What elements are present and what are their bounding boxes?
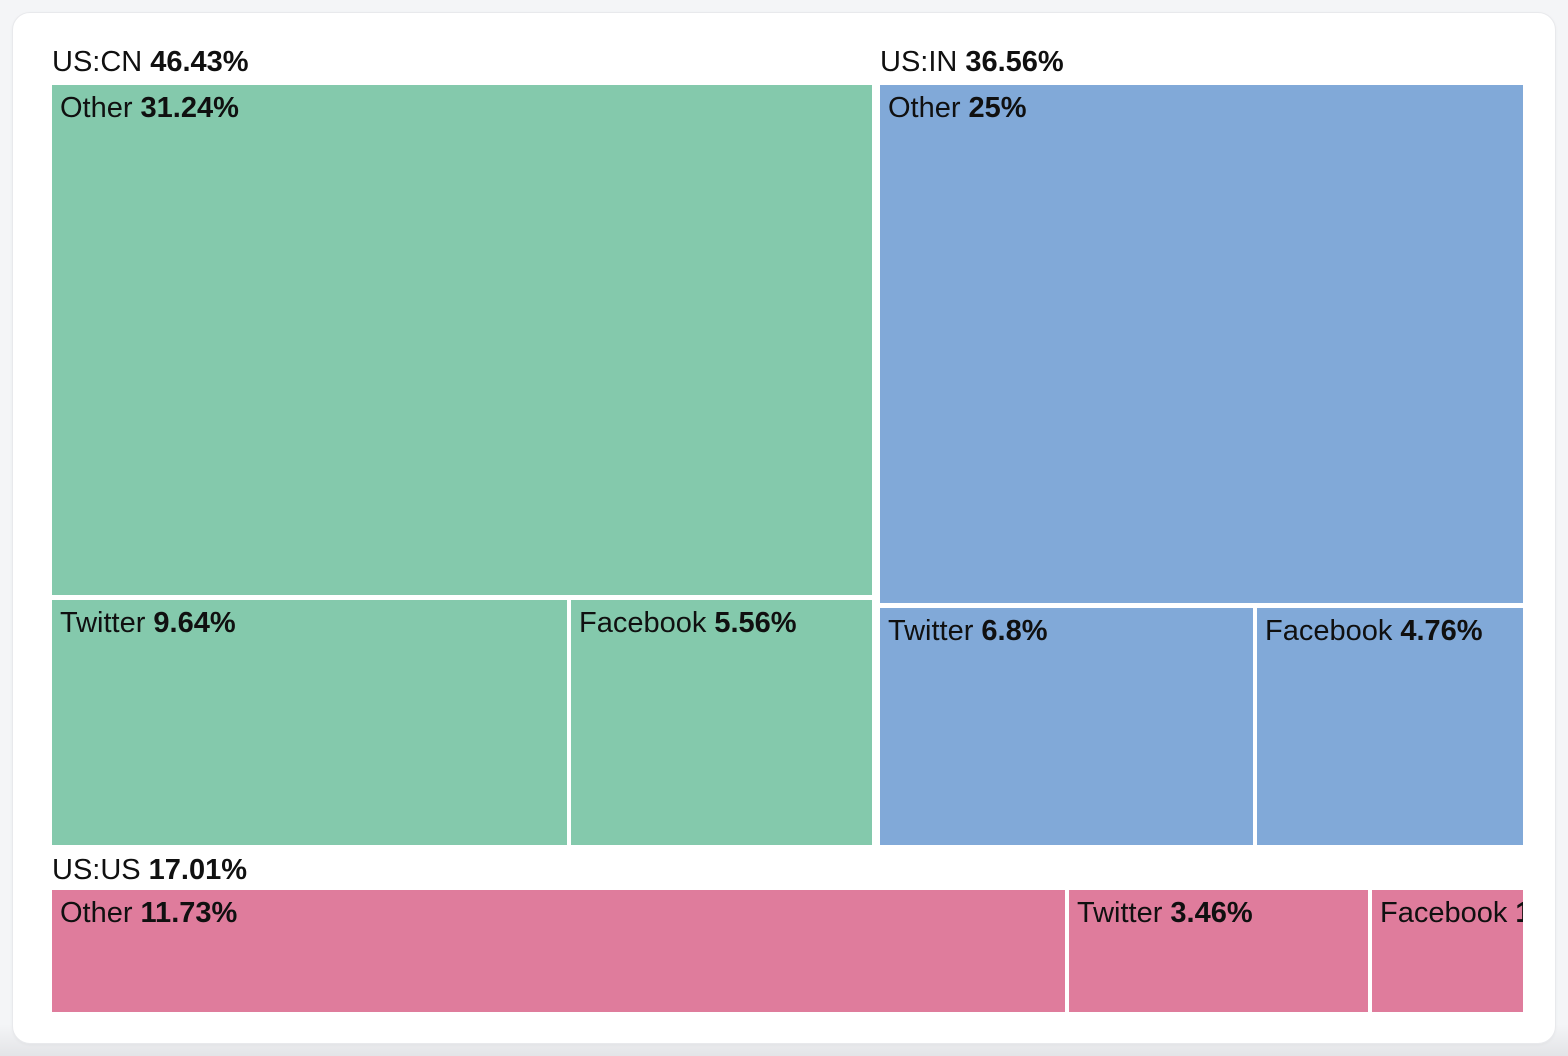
cell-us-us-other[interactable]: Other 11.73% [52, 890, 1065, 1012]
cell-us-us-facebook[interactable]: Facebook1.81% [1372, 890, 1523, 1012]
cell-label: Twitter 3.46% [1077, 897, 1253, 929]
group-header-us-in: US:IN 36.56% [880, 44, 1064, 80]
cell-label: Other 31.24% [60, 92, 239, 124]
cell-label: Other 11.73% [60, 897, 238, 929]
group-label: US:US [52, 854, 141, 886]
group-label: US:CN [52, 46, 143, 78]
cell-us-us-twitter[interactable]: Twitter 3.46% [1069, 890, 1368, 1012]
group-header-us-us: US:US 17.01% [52, 852, 247, 888]
cell-us-in-twitter[interactable]: Twitter 6.8% [880, 608, 1253, 845]
cell-us-cn-other[interactable]: Other 31.24% [52, 85, 872, 595]
cell-us-in-other[interactable]: Other 25% [880, 85, 1523, 603]
cell-label: Other 25% [888, 92, 1027, 124]
cell-us-in-facebook[interactable]: Facebook 4.76% [1257, 608, 1523, 845]
group-percent: 46.43% [150, 46, 249, 78]
group-header-us-cn: US:CN 46.43% [52, 44, 249, 80]
cell-label: Twitter 9.64% [60, 607, 236, 639]
cell-label: Facebook 5.56% [579, 607, 797, 639]
group-label: US:IN [880, 46, 958, 78]
cell-label: Facebook1.81% [1380, 897, 1523, 929]
cell-us-cn-twitter[interactable]: Twitter 9.64% [52, 600, 567, 845]
cell-us-cn-facebook[interactable]: Facebook 5.56% [571, 600, 872, 845]
cell-label: Facebook 4.76% [1265, 615, 1483, 647]
group-percent: 36.56% [965, 46, 1064, 78]
cell-label: Twitter 6.8% [888, 615, 1048, 647]
group-percent: 17.01% [148, 854, 247, 886]
